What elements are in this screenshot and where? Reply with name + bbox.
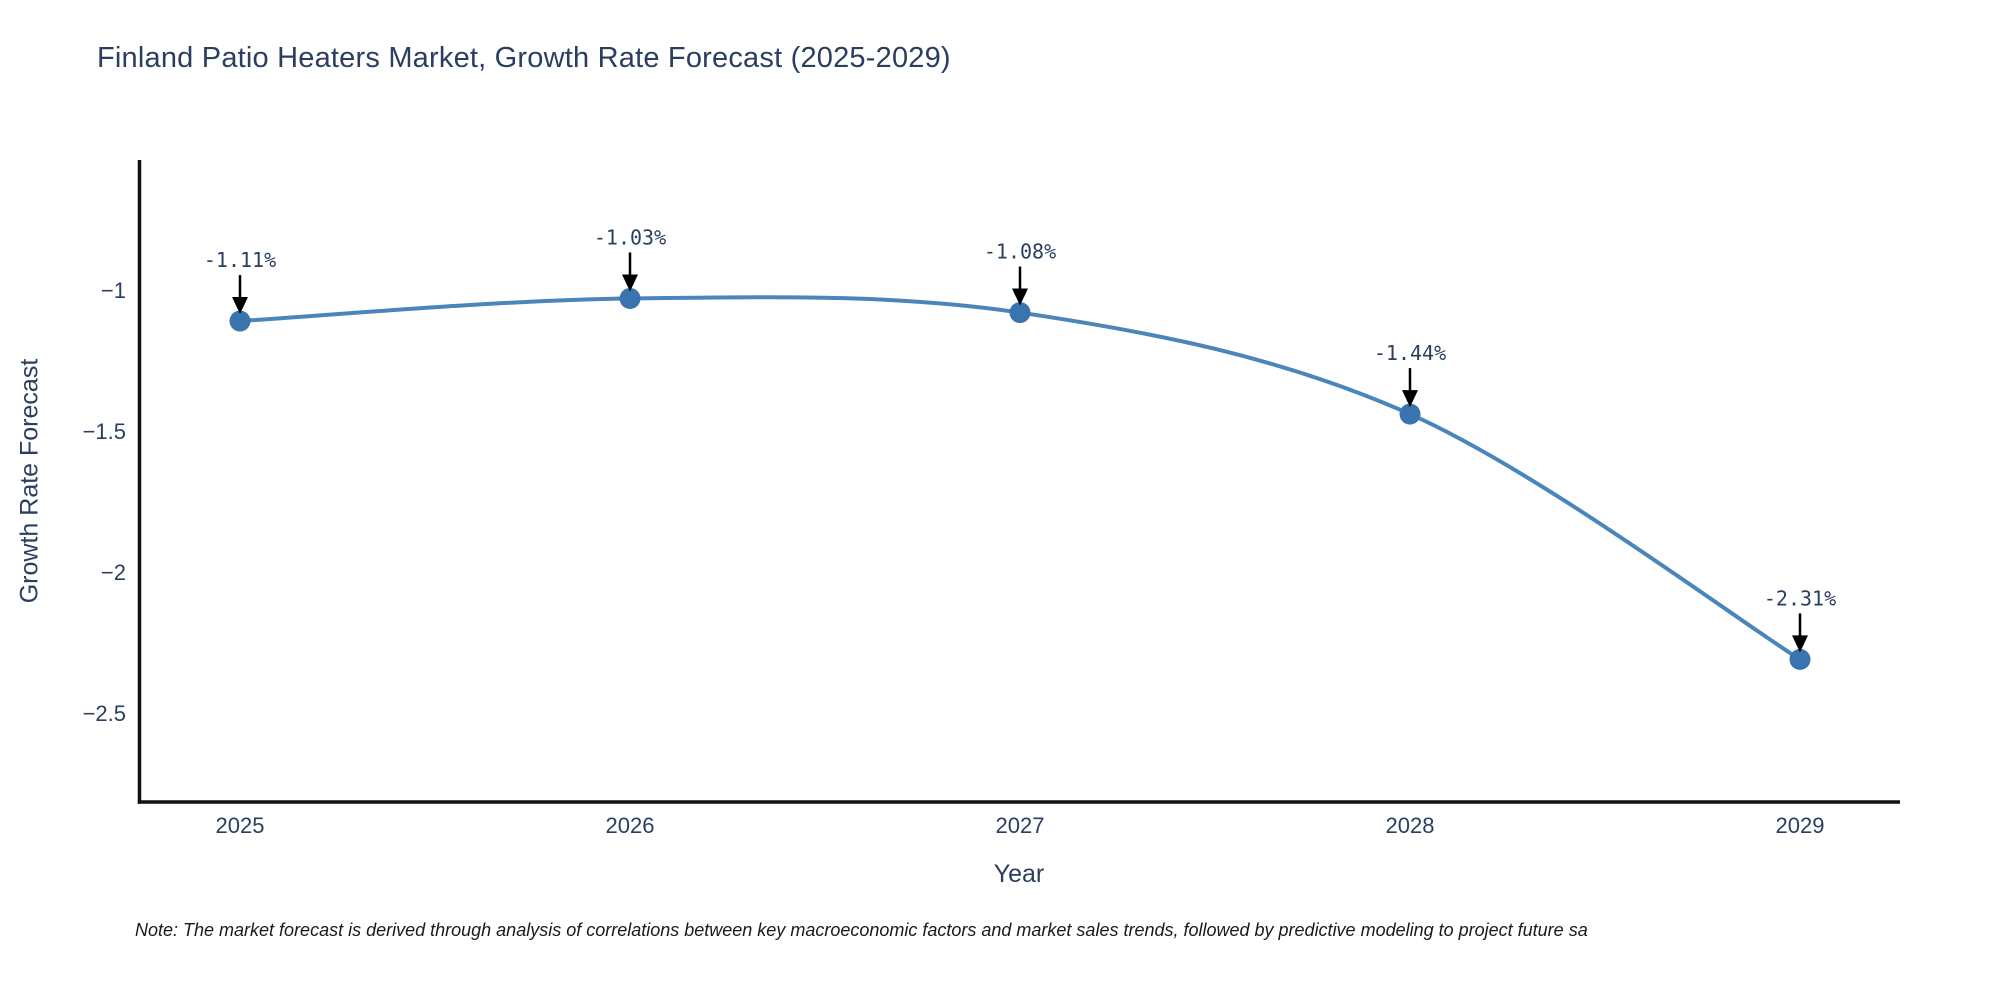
- annotation-arrow-head: [1792, 635, 1808, 653]
- annotation-arrow-head: [1012, 288, 1028, 306]
- series-line: [238, 295, 1802, 662]
- y-tick-label: −1.5: [83, 419, 126, 444]
- annotation-arrow-head: [622, 274, 638, 292]
- x-axis-title: Year: [993, 860, 1045, 888]
- x-tick-label: 2026: [606, 813, 655, 838]
- point-annotations: -1.11% -1.03% -1.08% -1.44% -2.31%: [204, 225, 1836, 653]
- annotation-arrow-head: [232, 297, 248, 315]
- data-point-marker: [619, 287, 641, 309]
- x-tick-label: 2028: [1386, 813, 1435, 838]
- y-tick-label: −1: [101, 278, 126, 303]
- point-value-label: -1.03%: [594, 225, 666, 249]
- chart-title: Finland Patio Heaters Market, Growth Rat…: [97, 42, 951, 74]
- x-tick-label: 2025: [216, 813, 265, 838]
- point-value-label: -1.44%: [1374, 341, 1446, 365]
- point-value-label: -2.31%: [1764, 586, 1836, 610]
- point-value-label: -1.11%: [204, 248, 276, 272]
- y-axis-tick-labels: −1 −1.5 −2 −2.5: [83, 278, 126, 726]
- data-point-marker: [1789, 648, 1811, 670]
- point-value-label: -1.08%: [984, 240, 1056, 264]
- y-tick-label: −2.5: [83, 701, 126, 726]
- forecast-line: [238, 295, 1802, 662]
- x-axis-tick-labels: 2025 2026 2027 2028 2029: [216, 813, 1825, 838]
- y-tick-label: −2: [101, 560, 126, 585]
- data-point-marker: [1009, 302, 1031, 324]
- annotation-arrow-head: [1402, 390, 1418, 408]
- footnote: Note: The market forecast is derived thr…: [135, 920, 1588, 940]
- x-tick-label: 2029: [1776, 813, 1825, 838]
- data-point-markers: [229, 287, 1811, 670]
- data-point-marker: [229, 310, 251, 332]
- x-tick-label: 2027: [996, 813, 1045, 838]
- data-point-marker: [1399, 403, 1421, 425]
- axis-spines: [137, 160, 1900, 804]
